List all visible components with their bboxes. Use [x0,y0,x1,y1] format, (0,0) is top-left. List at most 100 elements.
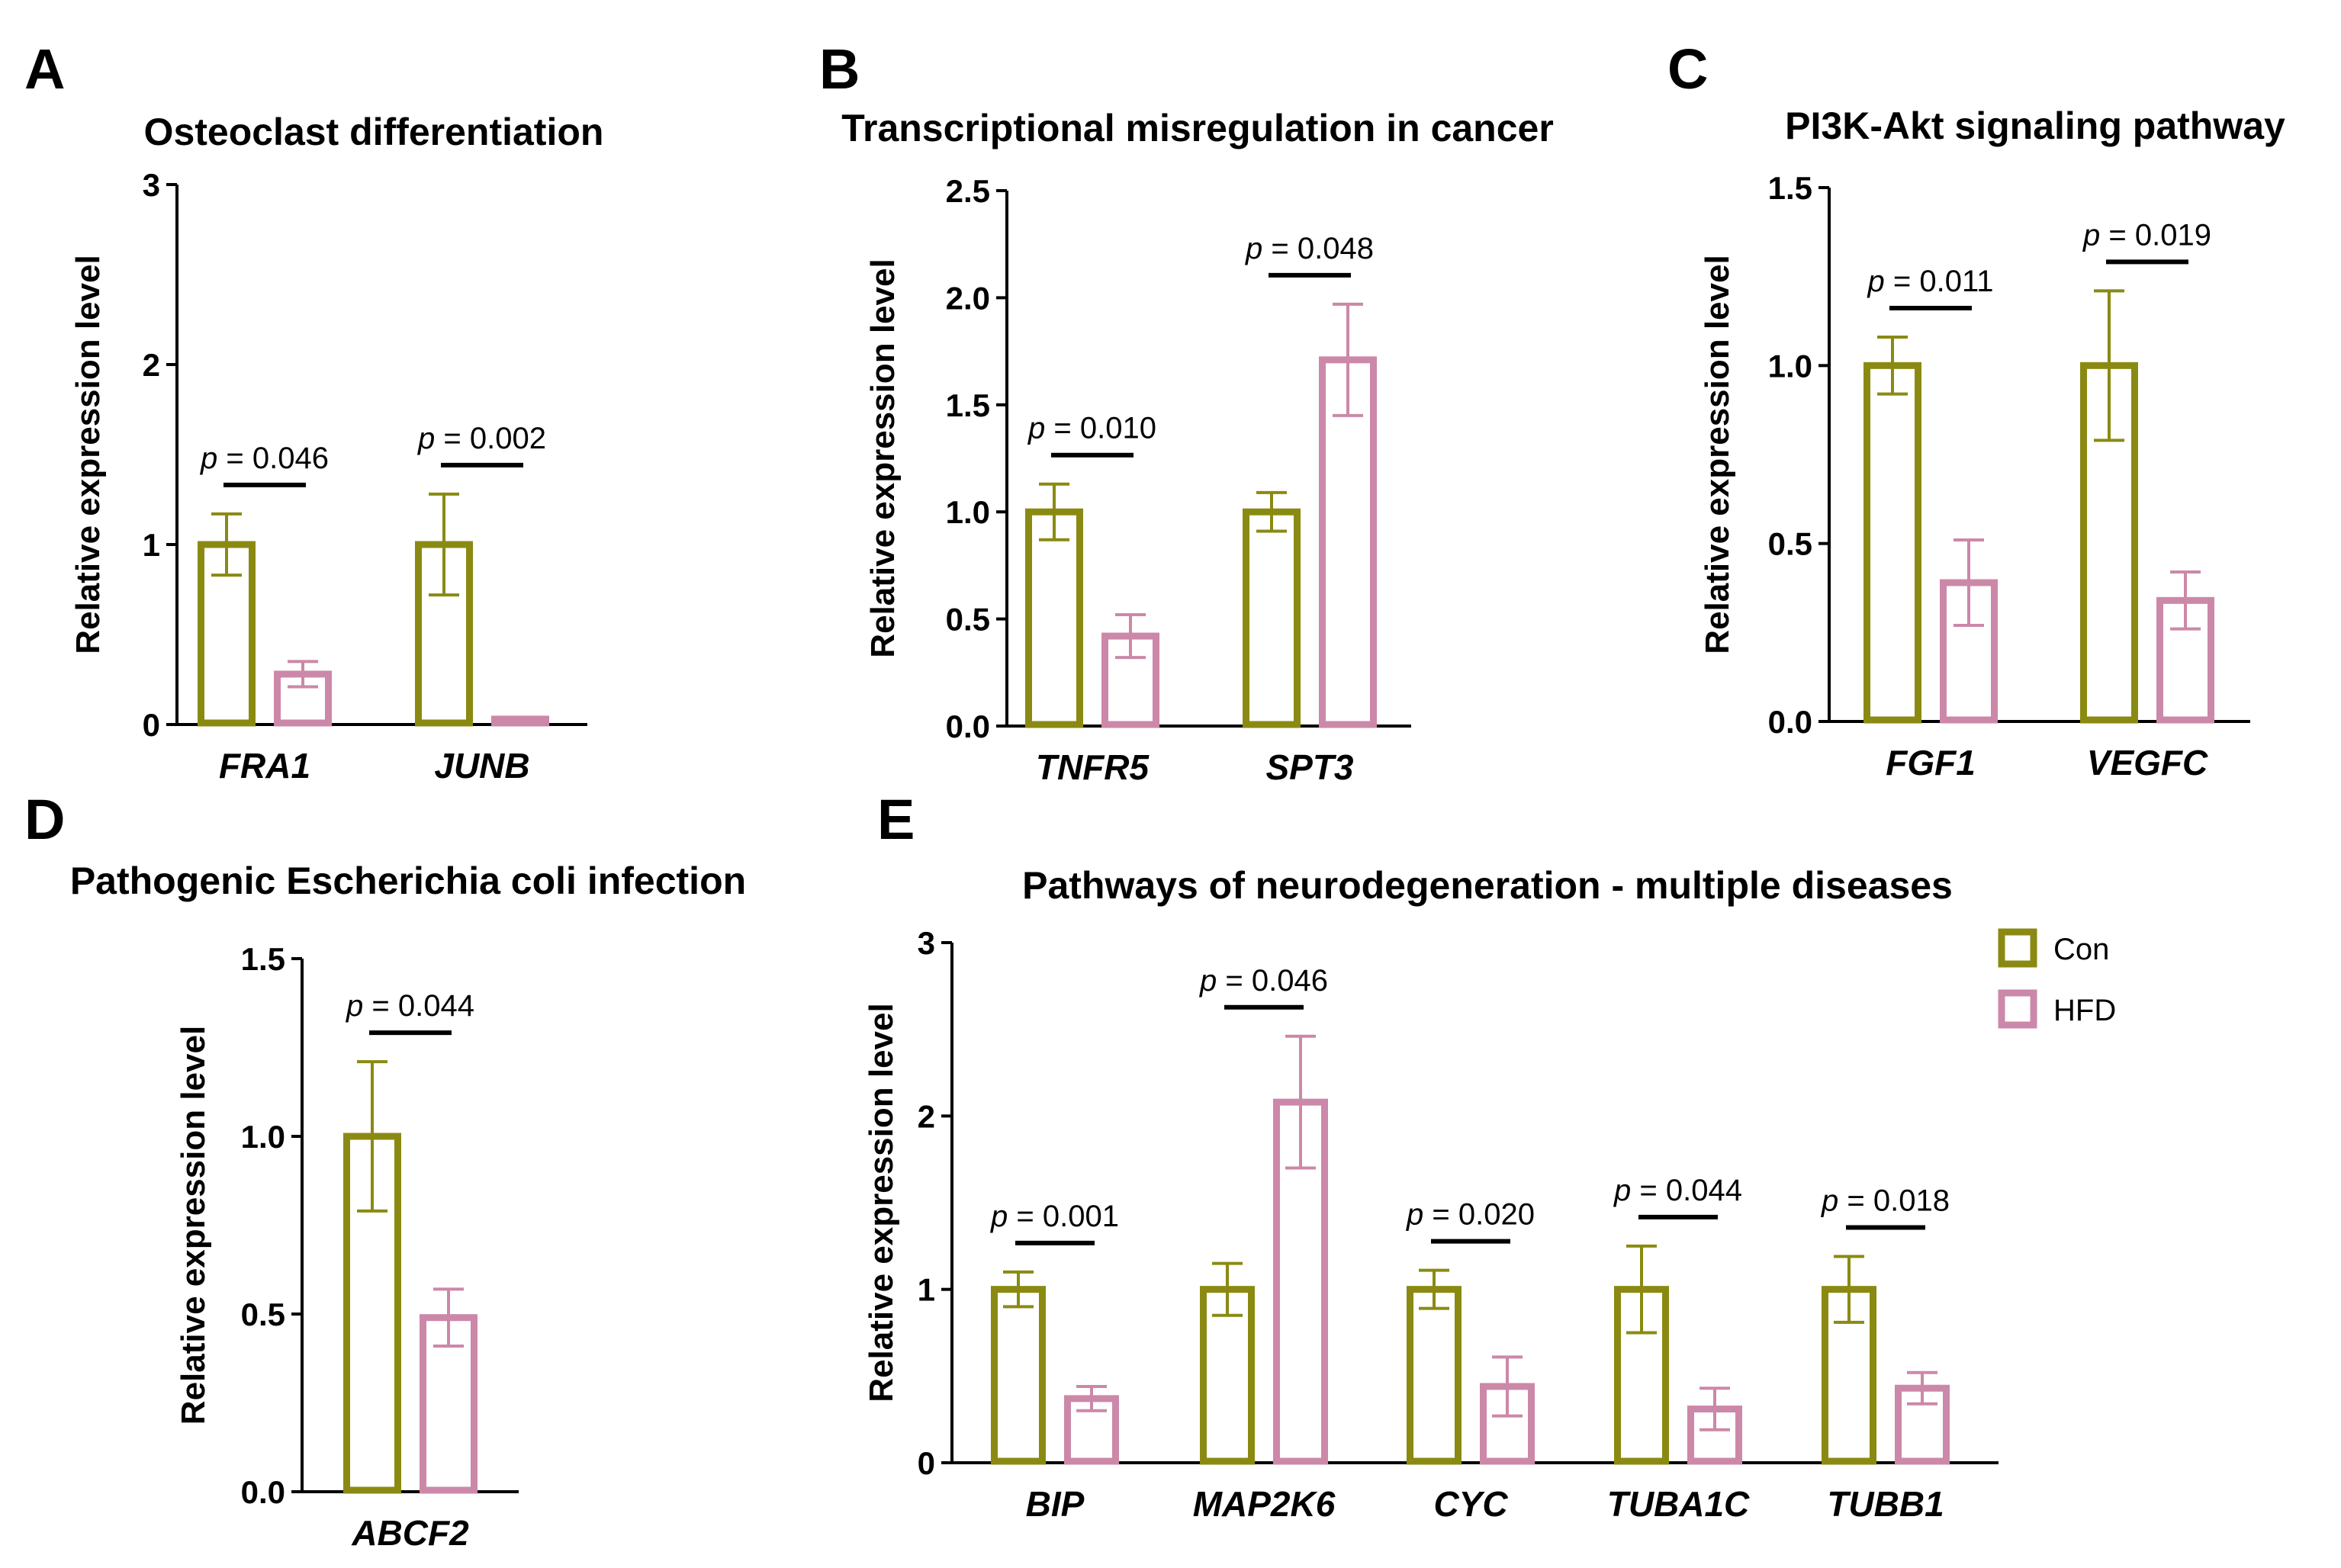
panel-letter-b: B [819,37,860,101]
panel-c-pvalue-number: = 0.019 [2100,218,2211,252]
panel-d-y-tick-label: 1.0 [241,1119,285,1155]
panel-letter-a: A [24,37,65,101]
panel-a-x-category: JUNB [434,746,529,786]
panel-d-y-tick-label: 0.0 [241,1474,285,1510]
panel-e-y-tick-label: 1 [918,1272,935,1308]
panel-d-pvalue-number: = 0.044 [363,989,474,1023]
panel-e-pvalue-number: = 0.046 [1217,964,1328,998]
panel-b-pvalue-number: = 0.010 [1045,412,1156,445]
panel-a-pvalue: p = 0.002 [417,422,546,455]
panel-d-y-tick-label: 0.5 [241,1296,285,1332]
panel-e-pvalue-p: p [1406,1198,1423,1232]
panel-d-pvalue-p: p [346,989,363,1023]
panel-letter-d: D [24,788,65,851]
panel-c-y-tick-label: 0.5 [1768,526,1812,562]
panel-e-y-label: Relative expression level [863,1003,900,1402]
panel-e-x-category: TUBA1C [1607,1484,1750,1524]
chart-d: 0.0 0.5 1.0 1.5 Relative expression level p =… [175,941,519,1553]
panel-d-x-category: ABCF2 [351,1513,469,1553]
panel-b-pvalue-p: p [1027,412,1045,445]
panel-e-pvalue-p: p [1821,1184,1838,1217]
panel-c-pvalue: p = 0.019 [2082,218,2211,252]
panel-a-y-tick-label: 2 [143,347,160,383]
panel-e-y-tick-label: 0 [918,1445,935,1481]
panel-e-pvalue: p = 0.018 [1821,1184,1950,1217]
panel-e-pvalue-number: = 0.001 [1008,1200,1119,1233]
panel-e-pvalue-p: p [990,1200,1008,1233]
panel-c-x-category: FGF1 [1886,743,1976,782]
panel-letter-e: E [877,788,915,851]
chart-e: 0 1 2 3 Relative expression level p = 0.001 BI… [863,925,1999,1524]
panel-c-title: PI3K-Akt signaling pathway [1785,104,2285,147]
panel-a-pvalue: p = 0.046 [200,442,329,475]
panel-e-pvalue-number: = 0.018 [1838,1184,1950,1217]
chart-a: 0 1 2 3 Relative expression level p = 0.046 FR… [69,167,587,786]
panel-e-bar-hfd [1895,1384,1950,1465]
panel-e-bar-con [1407,1286,1462,1465]
panel-e-y-tick-label: 2 [918,1098,935,1134]
legend-swatch-hfd [1998,989,2037,1029]
panel-letter-c: C [1667,37,1708,101]
panel-e-title: Pathways of neurodegeneration - multiple… [1022,864,1953,907]
legend-label-hfd: HFD [2053,994,2116,1027]
panel-a-pvalue-number: = 0.002 [435,422,546,455]
panel-a-title: Osteoclast differentiation [144,111,604,153]
panel-c-pvalue: p = 0.011 [1867,265,1994,298]
panel-e-bar-con [991,1286,1046,1465]
panel-e-pvalue-number: = 0.020 [1423,1198,1535,1232]
panel-b-bar-con [1025,508,1083,728]
panel-a-y-tick-label: 3 [143,167,160,203]
legend-swatch-con [1998,928,2037,968]
panel-b-title: Transcriptional misregulation in cancer [841,107,1554,149]
panel-b-pvalue-p: p [1245,232,1262,265]
panel-e-pvalue: p = 0.044 [1613,1174,1742,1207]
panel-b-y-tick-label: 2.5 [946,173,990,209]
legend: Con HFD [1998,928,2116,1029]
panel-c-pvalue-p: p [2082,218,2100,252]
panel-e-pvalue-p: p [1613,1174,1631,1207]
panel-c-y-tick-label: 1.0 [1768,348,1812,384]
panel-e-x-category: CYC [1433,1484,1508,1524]
panel-e-x-category: BIP [1026,1484,1085,1524]
panel-b-pvalue-number: = 0.048 [1262,232,1374,265]
panel-b-y-tick-label: 0.5 [946,602,990,638]
panel-a-y-tick-label: 1 [143,527,160,563]
panel-e-pvalue-number: = 0.044 [1631,1174,1742,1207]
chart-c: 0.0 0.5 1.0 1.5 Relative expression level p =… [1699,170,2250,782]
panel-c-y-tick-label: 1.5 [1768,170,1812,206]
panel-e-x-category: TUBB1 [1827,1484,1944,1524]
panel-b-bar-hfd [1319,356,1377,728]
panel-b-y-tick-label: 2.0 [946,280,990,316]
panel-c-x-category: VEGFC [2087,743,2208,782]
panel-b-y-tick-label: 0.0 [946,708,990,744]
panel-a-pvalue-p: p [200,442,217,475]
panel-d-y-label: Relative expression level [175,1026,212,1425]
panel-b-pvalue: p = 0.048 [1245,232,1374,265]
panel-d-y-tick-label: 1.5 [241,941,285,977]
panel-a-x-category: FRA1 [219,746,310,786]
panel-e-pvalue-p: p [1199,964,1217,998]
panel-c-y-tick-label: 0.0 [1768,704,1812,740]
panel-c-bar-con [1863,361,1921,724]
panel-a-pvalue-p: p [417,422,435,455]
panel-c-pvalue-number: = 0.011 [1885,265,1994,298]
panel-b-bar-con [1243,508,1301,728]
chart-b: 0.0 0.5 1.0 1.5 2.0 2.5 Relative expression le… [864,173,1411,787]
panel-c-pvalue-p: p [1867,265,1885,298]
panel-e-y-tick-label: 3 [918,925,935,961]
panel-e-pvalue: p = 0.001 [990,1200,1119,1233]
panel-b-y-label: Relative expression level [864,259,902,657]
panel-e-pvalue: p = 0.046 [1199,964,1328,998]
panel-a-pvalue-number: = 0.046 [217,442,329,475]
panel-e-pvalue: p = 0.020 [1406,1198,1535,1232]
panel-b-y-tick-label: 1.0 [946,494,990,530]
panel-b-y-tick-label: 1.5 [946,387,990,423]
panel-d-pvalue: p = 0.044 [346,989,474,1023]
panel-c-y-label: Relative expression level [1699,255,1736,654]
panel-d-title: Pathogenic Escherichia coli infection [70,860,746,902]
panel-b-x-category: TNFR5 [1036,747,1150,787]
panel-a-y-label: Relative expression level [69,255,107,654]
panel-a-y-tick-label: 0 [143,707,160,743]
panel-b-pvalue: p = 0.010 [1027,412,1156,445]
